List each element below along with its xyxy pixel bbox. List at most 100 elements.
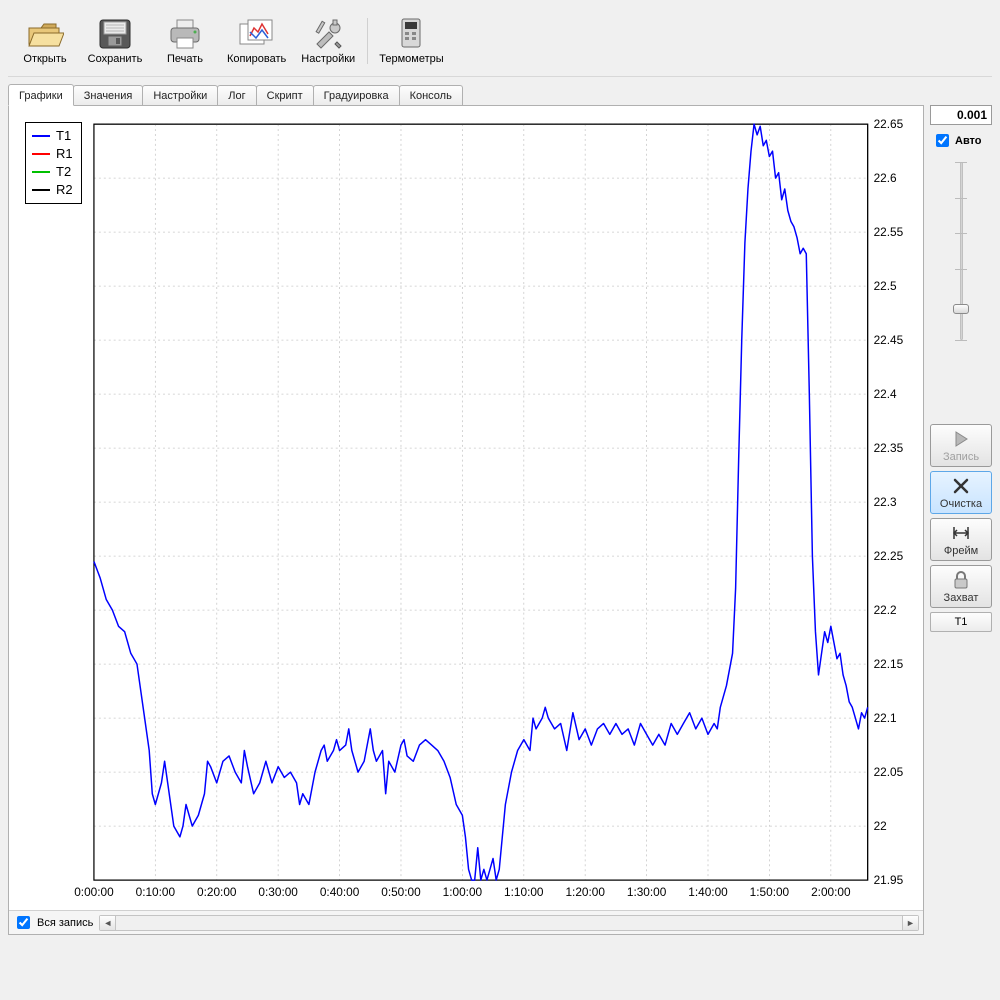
- legend-swatch: [32, 171, 50, 173]
- app-window: Открыть Сохранить: [0, 0, 1000, 1000]
- clear-x-icon: [950, 476, 972, 496]
- svg-text:22.6: 22.6: [874, 171, 897, 185]
- whole-record-input[interactable]: [17, 916, 30, 929]
- open-label: Открыть: [23, 53, 66, 65]
- horizontal-scrollbar[interactable]: ◄ ►: [99, 915, 919, 931]
- frame-button[interactable]: Фрейм: [930, 518, 992, 561]
- record-button[interactable]: Запись: [930, 424, 992, 467]
- tab-label: Значения: [84, 90, 133, 102]
- frame-label: Фрейм: [944, 545, 978, 557]
- auto-input[interactable]: [936, 134, 949, 147]
- save-button[interactable]: Сохранить: [80, 14, 150, 68]
- save-label: Сохранить: [88, 53, 143, 65]
- svg-text:22.45: 22.45: [874, 333, 904, 347]
- toolbar-separator: [367, 18, 368, 64]
- tab-label: Градуировка: [324, 90, 389, 102]
- svg-text:22.65: 22.65: [874, 117, 904, 131]
- scroll-right-arrow-icon[interactable]: ►: [902, 916, 918, 930]
- copy-button[interactable]: Копировать: [220, 14, 293, 68]
- tab-label: Скрипт: [267, 90, 303, 102]
- main-toolbar: Открыть Сохранить: [8, 10, 992, 77]
- svg-text:1:50:00: 1:50:00: [750, 885, 790, 899]
- print-button[interactable]: Печать: [150, 14, 220, 68]
- legend-label: R2: [56, 181, 73, 199]
- tab-label: Настройки: [153, 90, 207, 102]
- clear-label: Очистка: [940, 498, 982, 510]
- legend-item-r2: R2: [32, 181, 73, 199]
- legend-swatch: [32, 135, 50, 137]
- svg-text:22.3: 22.3: [874, 495, 897, 509]
- record-label: Запись: [943, 451, 979, 463]
- settings-button[interactable]: Настройки: [293, 14, 363, 68]
- thermometers-label: Термометры: [379, 53, 443, 65]
- value-display: 0.001: [930, 105, 992, 125]
- vertical-slider[interactable]: [930, 156, 992, 346]
- tab-label: Консоль: [410, 90, 452, 102]
- content-row: T1 R1 T2 R2 21.952222.0522.122.1522.222.…: [8, 105, 992, 935]
- svg-text:1:10:00: 1:10:00: [504, 885, 544, 899]
- svg-text:1:20:00: 1:20:00: [565, 885, 605, 899]
- tab-label: Лог: [228, 90, 245, 102]
- svg-text:22.05: 22.05: [874, 765, 904, 779]
- tab-graphics[interactable]: Графики: [8, 84, 74, 106]
- capture-label: Захват: [944, 592, 979, 604]
- chart-panel: T1 R1 T2 R2 21.952222.0522.122.1522.222.…: [8, 105, 924, 935]
- side-panel: 0.001 Авто: [930, 105, 992, 935]
- capture-button[interactable]: Захват: [930, 565, 992, 608]
- svg-text:22: 22: [874, 819, 887, 833]
- tab-label: Графики: [19, 90, 63, 102]
- svg-text:22.55: 22.55: [874, 225, 904, 239]
- tab-calibration[interactable]: Градуировка: [313, 85, 400, 105]
- svg-text:1:30:00: 1:30:00: [627, 885, 667, 899]
- legend-label: R1: [56, 145, 73, 163]
- svg-text:0:20:00: 0:20:00: [197, 885, 237, 899]
- clear-button[interactable]: Очистка: [930, 471, 992, 514]
- svg-text:0:40:00: 0:40:00: [320, 885, 360, 899]
- thermometers-button[interactable]: Термометры: [372, 14, 450, 68]
- svg-text:0:00:00: 0:00:00: [74, 885, 114, 899]
- tab-strip: Графики Значения Настройки Лог Скрипт Гр…: [8, 81, 992, 105]
- svg-text:22.35: 22.35: [874, 441, 904, 455]
- whole-record-checkbox[interactable]: Вся запись: [13, 913, 93, 932]
- legend-label: T2: [56, 163, 71, 181]
- copy-chart-icon: [237, 17, 277, 51]
- spacer: [930, 350, 992, 420]
- svg-text:0:30:00: 0:30:00: [258, 885, 298, 899]
- svg-text:22.1: 22.1: [874, 711, 897, 725]
- legend-item-t1: T1: [32, 127, 73, 145]
- device-icon: [391, 17, 431, 51]
- svg-text:22.2: 22.2: [874, 603, 897, 617]
- auto-label: Авто: [955, 135, 982, 147]
- svg-text:22.25: 22.25: [874, 549, 904, 563]
- svg-text:1:40:00: 1:40:00: [688, 885, 728, 899]
- frame-icon: [950, 523, 972, 543]
- tab-script[interactable]: Скрипт: [256, 85, 314, 105]
- print-label: Печать: [167, 53, 203, 65]
- settings-label: Настройки: [301, 53, 355, 65]
- svg-text:22.4: 22.4: [874, 387, 897, 401]
- svg-text:22.5: 22.5: [874, 279, 897, 293]
- legend-swatch: [32, 153, 50, 155]
- whole-record-label: Вся запись: [37, 917, 93, 929]
- tab-log[interactable]: Лог: [217, 85, 256, 105]
- scroll-left-arrow-icon[interactable]: ◄: [100, 916, 116, 930]
- legend-item-r1: R1: [32, 145, 73, 163]
- svg-text:21.95: 21.95: [874, 873, 904, 887]
- floppy-disk-icon: [95, 17, 135, 51]
- chart-area[interactable]: T1 R1 T2 R2 21.952222.0522.122.1522.222.…: [9, 106, 923, 910]
- wrench-screwdriver-icon: [308, 17, 348, 51]
- copy-label: Копировать: [227, 53, 286, 65]
- tab-console[interactable]: Консоль: [399, 85, 463, 105]
- auto-checkbox[interactable]: Авто: [930, 129, 992, 152]
- line-chart: 21.952222.0522.122.1522.222.2522.322.352…: [15, 112, 917, 910]
- folder-open-icon: [25, 17, 65, 51]
- tab-settings[interactable]: Настройки: [142, 85, 218, 105]
- chart-bottom-bar: Вся запись ◄ ►: [9, 910, 923, 934]
- open-button[interactable]: Открыть: [10, 14, 80, 68]
- channel-indicator: T1: [930, 612, 992, 632]
- legend-label: T1: [56, 127, 71, 145]
- svg-text:0:10:00: 0:10:00: [136, 885, 176, 899]
- slider-thumb[interactable]: [953, 304, 969, 314]
- svg-text:2:00:00: 2:00:00: [811, 885, 851, 899]
- tab-values[interactable]: Значения: [73, 85, 144, 105]
